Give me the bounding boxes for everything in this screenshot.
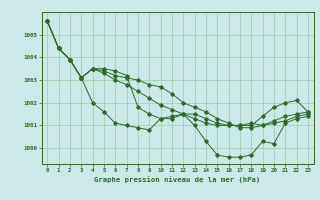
X-axis label: Graphe pression niveau de la mer (hPa): Graphe pression niveau de la mer (hPa) — [94, 176, 261, 183]
